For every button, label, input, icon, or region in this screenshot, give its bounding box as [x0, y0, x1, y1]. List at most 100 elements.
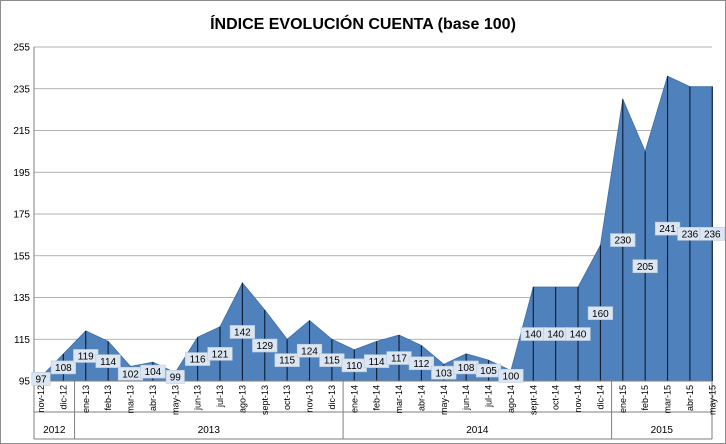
y-tick-labels: 95 115 135 155 175 195 215 235 255 [13, 43, 30, 388]
data-label-box [207, 347, 233, 361]
x-tick-label: sept-14 [528, 385, 538, 415]
y-tick-label: 135 [13, 293, 30, 304]
x-tick-label: abr-14 [416, 385, 426, 411]
data-label: 100 [498, 368, 524, 383]
x-tick-label: oct-14 [551, 385, 561, 410]
data-label-text: 230 [614, 236, 631, 247]
x-tick-label: oct-13 [282, 385, 292, 410]
data-label: 115 [274, 353, 300, 367]
data-label: 112 [408, 356, 434, 371]
data-label: 142 [229, 325, 255, 339]
data-label-box [50, 360, 76, 375]
series-area [40, 75, 713, 382]
data-label-box [229, 325, 255, 339]
data-label: 108 [50, 360, 76, 375]
x-tick-label: may-13 [170, 385, 180, 415]
data-label-text: 117 [391, 354, 407, 365]
data-label-text: 114 [369, 357, 385, 368]
data-label: 129 [252, 338, 278, 353]
x-tick-label: nov-13 [305, 385, 315, 413]
x-tick-label: jul-13 [215, 385, 225, 408]
data-label-text: 104 [145, 367, 162, 378]
x-tick-label: nov-14 [573, 385, 583, 413]
data-label-box [632, 259, 658, 273]
data-label-text: 124 [301, 346, 318, 357]
data-label: 236 [699, 227, 725, 241]
x-tick-label: mar-14 [394, 385, 404, 414]
data-label: 114 [95, 354, 121, 368]
y-tick-label: 175 [13, 210, 30, 221]
x-tick-labels: nov-12 dic-12 ene-13 feb-13 mar-13 abr-13 may-… [36, 385, 717, 415]
data-label-text: 110 [346, 361, 362, 372]
chart-title: ÍNDICE EVOLUCIÓN CUENTA (base 100) [210, 14, 516, 33]
data-label: 140 [520, 327, 546, 341]
x-tick-label: mar-13 [126, 385, 136, 414]
data-label: 241 [654, 221, 681, 236]
data-label-box [274, 353, 300, 367]
data-label: 115 [319, 353, 345, 367]
y-tick-label: 235 [13, 84, 30, 95]
data-label-text: 103 [435, 368, 452, 379]
data-label: 124 [296, 343, 323, 358]
x-tick-label: dic-12 [58, 385, 68, 410]
data-label-text: 112 [413, 359, 429, 370]
data-label-box [699, 227, 725, 241]
data-label: 236 [677, 227, 703, 241]
data-label-box [252, 338, 278, 353]
data-label-text: 115 [324, 356, 340, 367]
x-tick-label: ene-14 [349, 385, 359, 413]
data-label-text: 142 [234, 328, 251, 339]
data-label: 230 [610, 233, 636, 247]
x-tick-label: jul-14 [484, 385, 494, 408]
x-tick-label: abr-13 [148, 385, 158, 411]
data-label: 121 [207, 347, 233, 361]
data-label-text: 105 [480, 366, 497, 377]
x-tick-label: feb-15 [640, 385, 650, 411]
x-tick-label: dic-13 [327, 385, 337, 410]
axes [33, 47, 713, 440]
data-label: 102 [117, 366, 144, 381]
y-tick-label: 215 [13, 126, 30, 137]
y-tick-label: 195 [13, 168, 30, 179]
y-tick-label: 255 [13, 43, 30, 54]
data-label-text: 129 [256, 341, 273, 352]
data-label: 104 [140, 364, 166, 379]
x-tick-label: may-15 [707, 385, 717, 415]
data-label-text: 108 [55, 363, 72, 374]
x-tick-label: ago-13 [237, 385, 247, 413]
data-label-text: 114 [100, 357, 116, 368]
data-label-text: 121 [212, 349, 229, 360]
year-label: 2015 [651, 425, 674, 436]
year-label: 2014 [466, 425, 489, 436]
x-tick-label: sept-13 [260, 385, 270, 415]
data-label-text: 115 [279, 356, 295, 367]
data-label-box [140, 364, 166, 379]
data-label: 97 [31, 372, 51, 386]
data-label-text: 140 [547, 330, 564, 341]
data-label-box [565, 327, 591, 341]
data-label-text: 108 [458, 363, 475, 374]
data-label: 110 [341, 358, 367, 373]
data-label: 119 [73, 349, 99, 363]
area-series [40, 75, 713, 382]
data-label: 99 [165, 370, 185, 384]
year-label: 2012 [43, 425, 66, 436]
data-label-box [587, 306, 614, 320]
data-label-box [296, 343, 323, 358]
y-tick-label: 155 [13, 251, 30, 262]
data-label: 117 [386, 351, 412, 365]
data-label-text: 116 [190, 355, 206, 366]
data-label: 140 [565, 327, 591, 341]
data-label-text: 236 [704, 229, 721, 240]
data-label-text: 236 [682, 229, 699, 240]
x-tick-label: feb-14 [372, 385, 382, 411]
y-tick-label: 95 [19, 377, 31, 388]
data-label-text: 205 [637, 262, 654, 273]
x-tick-label: ene-13 [81, 385, 91, 413]
data-label-text: 100 [503, 371, 520, 382]
data-label-text: 160 [592, 309, 609, 320]
data-label-box [610, 233, 636, 247]
x-tick-label: ago-14 [506, 385, 516, 413]
data-label-text: 97 [35, 375, 47, 386]
